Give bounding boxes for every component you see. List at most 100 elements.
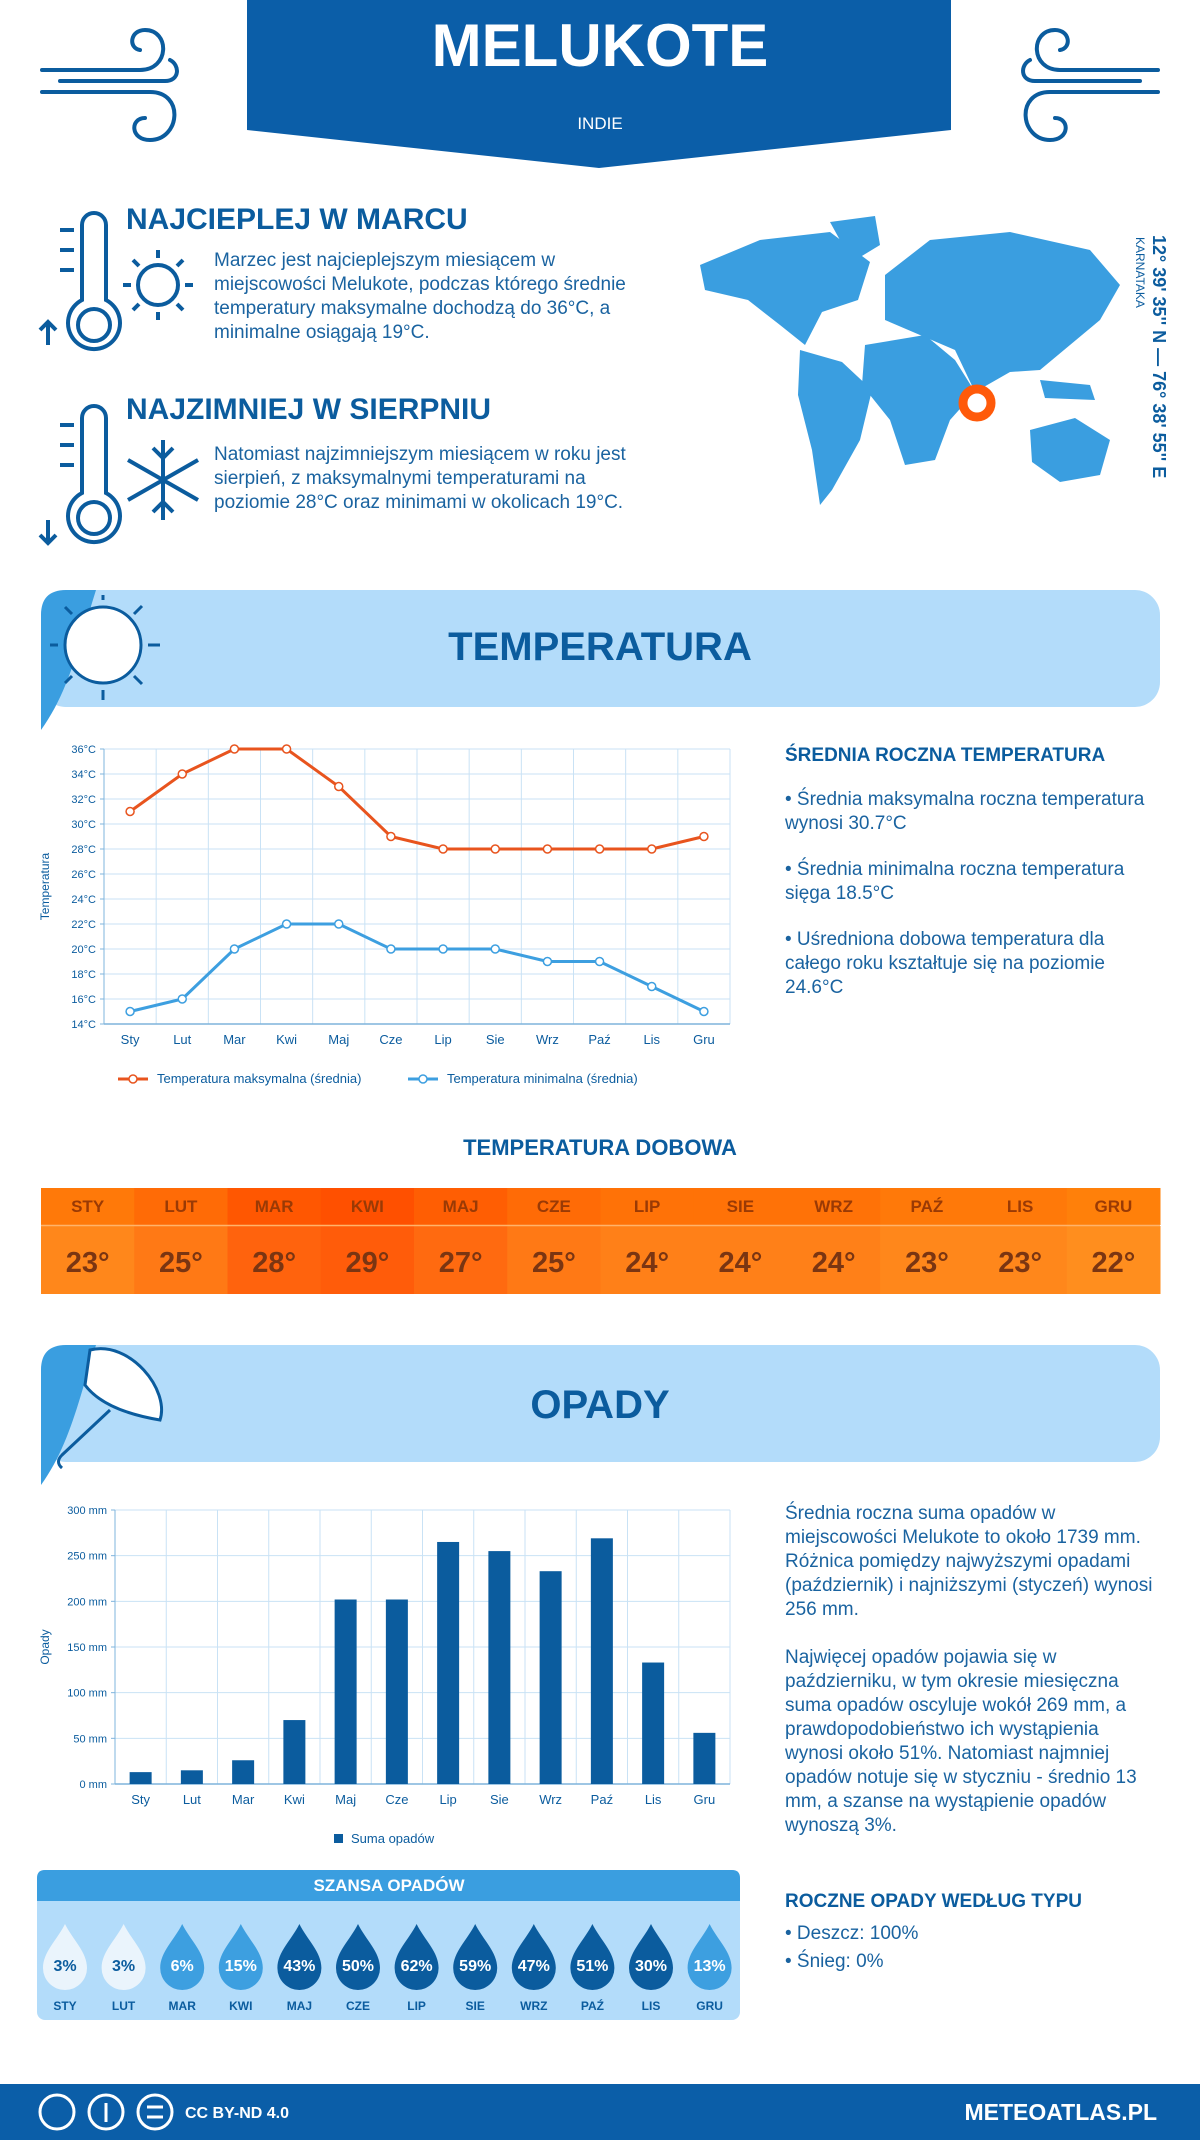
wind-icon [40,27,1160,143]
daily-value: 22° [1091,1247,1135,1279]
rain-drop [629,1924,673,1990]
x-tick-label: Sie [490,1792,509,1807]
point [594,844,605,854]
sun-icon [50,595,160,700]
coldest-title: NAJZIMNIEJ W SIERPNIU [126,393,492,426]
section-title: OPADY [530,1383,670,1427]
south-america [798,350,872,505]
nd-icon [136,2093,174,2131]
daily-value: 24° [812,1247,856,1279]
chance-value: 43% [283,1958,315,1975]
temperature-summary: ŚREDNIA ROCZNA TEMPERATURA • Średnia mak… [785,744,1155,1022]
chance-month: MAJ [287,1999,312,2013]
rain-drop [218,1924,263,1991]
x-tick-label: Wrz [539,1792,562,1807]
rain-type-title: ROCZNE OPADY WEDŁUG TYPU [785,1891,1082,1912]
chance-month: STY [53,1999,76,2013]
chart: 0 mm 50 mm 100 mm 150 mm 200 mm 250 mm 300 mm S… [38,1505,731,1846]
point [542,956,553,967]
month-header-cell [787,1188,881,1225]
sun [63,605,143,685]
y-tick-label: 50 mm [73,1733,107,1745]
point [386,944,396,954]
sun-rays [50,595,160,700]
x-tick-label: Paź [588,1032,610,1047]
legend-marker [418,1074,428,1084]
x-tick-label: Maj [335,1792,356,1807]
umbrella-icon [57,1347,163,1470]
month-label: LIS [1007,1197,1033,1216]
point [386,831,396,842]
bar [539,1571,562,1784]
precipitation-paragraph: Najwięcej opadów pojawia się w październ… [785,1647,1137,1836]
x-tick-label: Sty [121,1032,140,1047]
site: METEOATLAS.PL [964,2099,1157,2125]
y-tick-label: 22°C [71,919,96,931]
x-tick-label: Mar [232,1792,255,1807]
x-tick-label: Maj [328,1032,349,1047]
sun-rays [123,250,193,320]
month-label: KWI [351,1197,384,1216]
month-label: LUT [164,1197,198,1216]
x-tick-label: Gru [694,1792,716,1807]
bar [642,1662,665,1784]
chance-month: GRU [696,1999,723,2013]
daily-cell [41,1226,135,1294]
rain-drop [43,1924,87,1990]
summary-bullet: • Uśredniona dobowa temperatura dla całe… [785,929,1106,998]
month-header-cell [880,1188,974,1225]
world-map [700,216,1120,505]
sun [136,263,180,307]
chance-month: LUT [112,1999,136,2013]
point [229,744,240,754]
chance-header [37,1870,740,1901]
hottest-title: NAJCIEPLEJ W MARCU [126,203,468,236]
rain-drop [570,1924,615,1991]
daily-cell [414,1226,508,1294]
bar [129,1772,152,1784]
line [129,922,705,1013]
month-label: STY [71,1197,105,1216]
point [438,944,448,954]
x-tick-label: Lip [439,1792,456,1807]
islands [1040,380,1095,400]
chance-value: 15% [225,1958,257,1975]
y-tick-label: 34°C [71,769,96,781]
daily-value: 29° [345,1247,389,1279]
y-axis-title: Temperatura [38,852,52,920]
point [647,981,657,992]
month-label: LIP [634,1197,660,1216]
chance-value: 30% [635,1958,667,1975]
daily-cell [600,1226,695,1294]
thermometer [66,211,122,351]
point [177,994,187,1004]
wind-stroke [58,58,179,83]
chance-value: 3% [53,1958,76,1975]
point [490,844,500,854]
icon-glyphs [104,2103,163,2122]
y-tick-label: 100 mm [67,1688,107,1700]
point [281,919,292,929]
point [699,1006,709,1017]
daily-value: 24° [718,1247,762,1279]
daily-cell [880,1226,974,1294]
chance-month: WRZ [520,1999,547,2013]
month-label: CZE [537,1197,571,1216]
bar [334,1599,357,1784]
x-tick-label: Sty [131,1792,150,1807]
rain-drop [101,1924,146,1991]
chance-month: CZE [346,1999,370,2013]
legend-label: Temperatura minimalna (średnia) [447,1071,638,1086]
month-label: SIE [727,1197,754,1216]
rain-drop [687,1924,732,1991]
point [699,831,709,842]
x-tick-label: Sie [486,1032,505,1047]
daily-cell [227,1226,322,1294]
y-tick-label: 26°C [71,869,96,881]
precipitation-summary: Średnia roczna suma opadów w miejscowośc… [785,1502,1155,1862]
y-tick-label: 200 mm [67,1596,107,1608]
chance-month: SIE [466,1999,485,2013]
precipitation-paragraph: Średnia roczna suma opadów w miejscowośc… [785,1503,1153,1620]
rain-drop [511,1924,556,1991]
chance-value: 51% [576,1958,608,1975]
